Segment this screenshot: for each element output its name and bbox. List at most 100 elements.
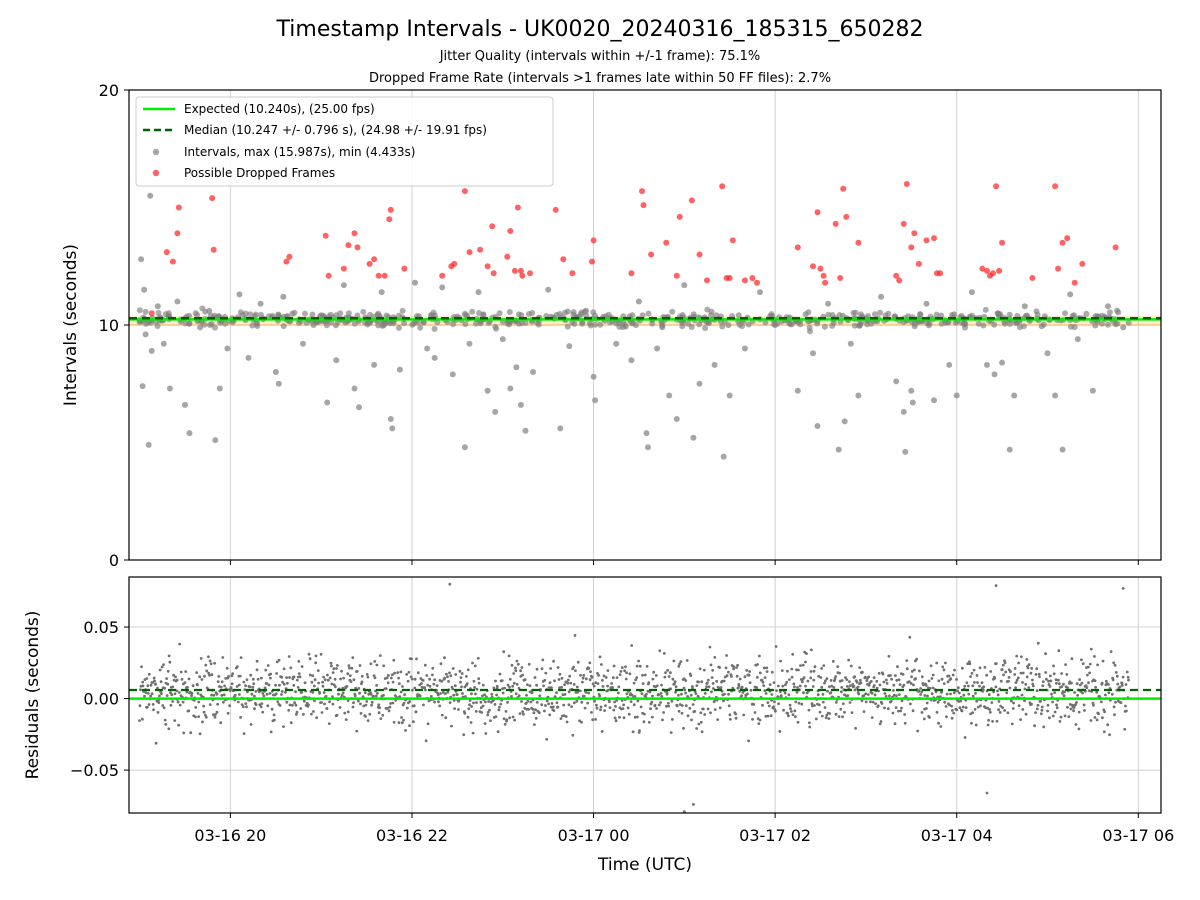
residual-point: [341, 691, 345, 695]
residual-point: [1124, 683, 1128, 686]
residual-point: [481, 704, 485, 708]
dropped-frame-point: [837, 275, 844, 281]
dropped-frame-point: [915, 260, 922, 267]
interval-point: [628, 357, 635, 364]
residual-point: [549, 667, 552, 670]
residual-point: [483, 722, 487, 725]
interval-point: [275, 380, 282, 387]
residual-point: [280, 693, 283, 696]
residual-point: [566, 678, 570, 682]
residual-point: [146, 684, 150, 688]
residual-point: [149, 683, 153, 687]
interval-point: [851, 322, 858, 329]
residual-point: [794, 700, 798, 704]
residual-point: [225, 666, 229, 670]
residual-point: [1001, 706, 1004, 709]
interval-point: [506, 309, 513, 315]
residual-point: [1126, 675, 1130, 679]
residual-point: [297, 672, 301, 675]
residual-point: [618, 715, 621, 719]
residual-point: [657, 693, 661, 697]
residual-point: [389, 702, 392, 705]
residual-point: [382, 693, 385, 697]
residual-point: [722, 699, 725, 703]
residual-point: [524, 701, 528, 705]
residual-point: [887, 654, 891, 658]
residual-point: [550, 702, 554, 705]
residual-point: [1104, 679, 1108, 683]
residual-point: [901, 673, 905, 676]
interval-point: [821, 323, 828, 330]
interval-point: [516, 320, 522, 327]
residual-point: [1080, 681, 1084, 685]
residual-point: [398, 682, 401, 686]
residual-point: [874, 702, 877, 705]
residual-point: [1063, 690, 1066, 694]
residual-point: [515, 659, 519, 663]
residual-point: [552, 659, 555, 663]
residual-point: [458, 669, 462, 673]
interval-point: [409, 321, 416, 328]
residual-point: [285, 700, 289, 704]
residual-point: [600, 730, 604, 733]
residual-point: [943, 700, 947, 704]
residual-point: [971, 684, 975, 688]
residual-point: [553, 679, 556, 683]
residual-point: [420, 682, 423, 685]
residual-point: [707, 685, 711, 689]
residual-point: [160, 665, 164, 669]
interval-point: [212, 437, 219, 444]
residual-point: [541, 658, 545, 662]
residual-point: [165, 677, 169, 680]
residual-point: [355, 669, 359, 673]
interval-point: [711, 361, 718, 368]
residual-point: [1093, 655, 1096, 658]
interval-point: [395, 312, 402, 319]
residual-point: [782, 708, 785, 712]
residual-point: [825, 713, 829, 717]
residual-point: [281, 680, 284, 684]
residual-point: [389, 676, 393, 680]
residual-point: [459, 676, 463, 679]
residual-point: [1015, 654, 1019, 658]
residual-point: [184, 670, 188, 673]
residual-point: [611, 676, 615, 680]
residual-point: [1019, 718, 1022, 721]
residual-point: [459, 680, 462, 684]
residual-point: [894, 706, 898, 709]
residual-point: [636, 715, 639, 719]
interval-point: [923, 300, 930, 307]
residual-point: [254, 703, 258, 707]
residual-point: [678, 703, 682, 706]
residual-point: [964, 706, 968, 709]
residual-point: [986, 706, 990, 710]
residual-point: [287, 708, 291, 712]
residual-point: [682, 810, 686, 813]
residual-point: [705, 685, 708, 689]
residual-point: [213, 661, 217, 665]
residual-point: [849, 664, 853, 668]
residual-point: [980, 681, 984, 685]
residual-point: [413, 677, 417, 681]
residual-point: [552, 709, 556, 712]
residual-point: [407, 670, 411, 674]
residual-point: [534, 716, 538, 720]
residual-point: [883, 692, 887, 695]
residual-point: [270, 707, 274, 711]
residual-point: [799, 664, 802, 667]
residual-point: [376, 691, 379, 695]
residual-point: [158, 694, 161, 698]
residual-point: [910, 670, 914, 673]
residual-point: [991, 720, 994, 723]
residual-point: [360, 674, 364, 678]
residual-point: [1076, 693, 1079, 697]
residual-point: [622, 716, 626, 720]
residual-point: [935, 710, 939, 714]
residual-point: [988, 708, 992, 711]
residual-point: [823, 681, 826, 685]
residual-point: [811, 685, 815, 688]
residual-point: [580, 720, 583, 724]
interval-point: [681, 282, 688, 289]
legend-box: [135, 96, 554, 187]
residual-point: [832, 686, 836, 689]
